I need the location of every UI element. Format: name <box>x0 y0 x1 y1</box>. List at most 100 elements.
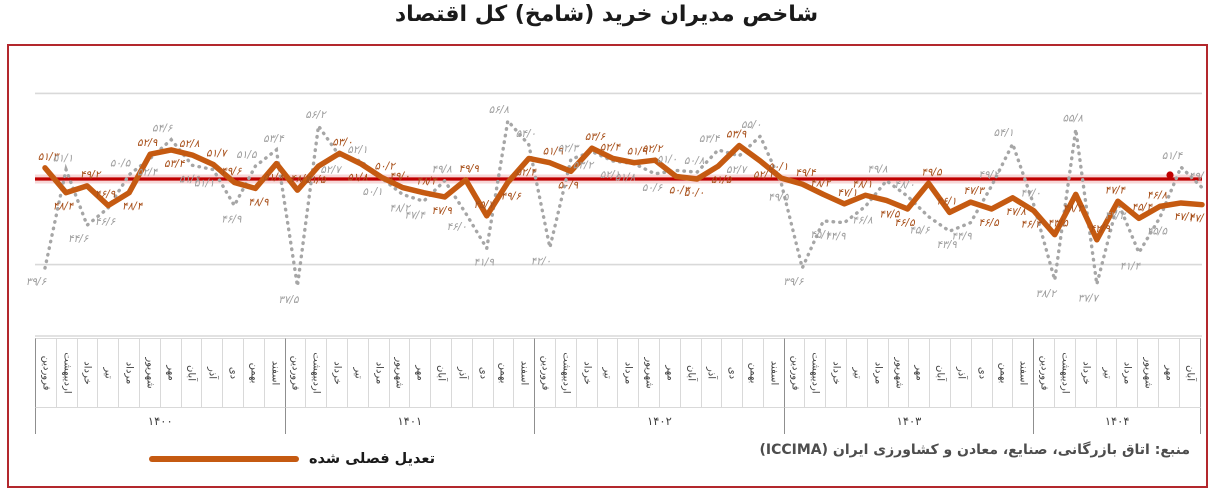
month-label-cell: مهر <box>1158 338 1179 408</box>
year-group: ۱۴۰۳ <box>785 408 1035 434</box>
month-label: مرداد <box>872 361 884 385</box>
raw-value-label: ۵۴/۰ <box>516 128 536 140</box>
year-axis: ۱۴۰۰ ۱۴۰۱ ۱۴۰۲ ۱۴۰۳ ۱۴۰۴ <box>35 408 1202 434</box>
adjusted-value-label: ۴۹/۲ <box>80 169 102 181</box>
month-label-cell: بهمن <box>492 338 514 408</box>
month-label-cell: آذر <box>450 338 472 408</box>
raw-value-label: ۳۸/۲ <box>1036 288 1058 300</box>
month-label-cell: خرداد <box>575 338 597 408</box>
month-label-cell: شهریور <box>138 338 160 408</box>
adjusted-value-label: ۴۷/۵ <box>879 208 901 220</box>
month-label: خرداد <box>81 361 93 385</box>
adjusted-value-label: ۵۲/۲ <box>642 143 664 155</box>
month-label: آذر <box>206 366 218 380</box>
page-title: شاخص مدیران خرید (شامخ) کل اقتصاد <box>394 2 819 27</box>
raw-value-label: ۴۳/۹ <box>936 239 957 251</box>
adjusted-value-label: ۵۰/۳ <box>669 184 692 196</box>
month-label-cell: شهریور <box>638 338 659 408</box>
raw-value-label: ۳۷/۷ <box>1078 292 1100 304</box>
month-label: شهریور <box>1142 357 1154 389</box>
raw-value-label: ۴۷/۰ <box>1020 188 1040 200</box>
raw-value-label: ۴۹/۵ <box>768 191 790 203</box>
month-label: شهریور <box>643 357 655 389</box>
raw-value-label: ۵۱/۵ <box>236 149 258 161</box>
month-label: آبان <box>934 365 946 381</box>
month-label: مهر <box>664 365 676 381</box>
month-label-cell: فروردین <box>35 338 56 408</box>
month-label-cell: اردیبهشت <box>55 338 77 408</box>
adjusted-value-label: ۵۲/۴ <box>600 141 622 153</box>
raw-series-dotted-line <box>43 116 1204 287</box>
month-label-cell: اسفند <box>513 338 535 408</box>
month-label: اردیبهشت <box>560 352 572 394</box>
raw-value-label: ۵۰/۱ <box>362 186 382 198</box>
adjusted-value-label: ۴۸/۱ <box>852 178 872 190</box>
month-label: بهمن <box>497 362 509 384</box>
month-label: آذر <box>705 366 717 380</box>
adjusted-value-label: ۵۱/۸ <box>347 172 368 184</box>
adjusted-value-label: ۴۷/۱ <box>837 187 857 199</box>
month-label: تیر <box>102 367 114 379</box>
month-label: مرداد <box>123 361 135 385</box>
raw-value-label: ۴۸/۰ <box>894 179 914 191</box>
raw-value-label: ۵۰/۶ <box>642 182 664 194</box>
year-group: ۱۴۰۲ <box>535 408 785 434</box>
month-axis: فروردین اردیبهشت خرداد تیر مرداد شهریور مهر آبا… <box>35 338 1201 408</box>
raw-value-label: ۵۲/۳ <box>558 142 581 154</box>
month-label-cell: دی <box>222 338 243 408</box>
reference-line-end-marker <box>1166 171 1174 179</box>
month-label-cell: مهر <box>658 338 680 408</box>
month-label-cell: تیر <box>846 338 867 408</box>
adjusted-value-label: ۵۱/۵ <box>305 174 327 186</box>
month-label: فروردین <box>1038 355 1050 391</box>
month-label: شهریور <box>893 357 905 389</box>
month-label-cell: آبان <box>1178 338 1201 408</box>
raw-value-label: ۵۶/۲ <box>305 109 327 121</box>
month-label: آبان <box>435 365 447 381</box>
month-label-cell: فروردین <box>284 338 306 408</box>
raw-value-label: ۵۲/۷ <box>726 164 748 176</box>
month-label-cell: فروردین <box>534 338 555 408</box>
adjusted-value-label: ۴۷/۰ <box>1189 213 1206 225</box>
month-label: مهر <box>414 365 426 381</box>
month-label-cell: دی <box>471 338 493 408</box>
raw-value-label: ۴۴/۶ <box>68 233 90 245</box>
month-label-cell: مرداد <box>1116 338 1138 408</box>
month-label: دی <box>477 366 489 380</box>
month-label-cell: اردیبهشت <box>554 338 576 408</box>
month-label-cell: دی <box>970 338 992 408</box>
month-label: مهر <box>165 365 177 381</box>
raw-value-label: ۴۹/۸ <box>867 164 888 176</box>
legend: تعدیل فصلی شده <box>149 444 435 474</box>
adjusted-value-label: ۵۱/۹ <box>627 146 648 158</box>
raw-value-label: ۴۵/۱ <box>810 229 830 241</box>
raw-value-label: ۵۱/۱ <box>194 178 214 190</box>
raw-value-label: ۵۰/۸ <box>684 155 705 167</box>
raw-value-label: ۵۲/۴ <box>137 166 159 178</box>
adjusted-series-swatch <box>149 456 299 462</box>
month-label-cell: مرداد <box>118 338 139 408</box>
month-label: مهر <box>913 365 925 381</box>
adjusted-value-label: ۴۶/۱ <box>936 195 956 207</box>
source-note: منبع: اتاق بازرگانی، صنایع، معادن و کشاو… <box>759 442 1190 458</box>
month-label-cell: خرداد <box>825 338 847 408</box>
month-label-cell: تیر <box>596 338 618 408</box>
month-label-cell: تیر <box>97 338 119 408</box>
month-label: اسفند <box>1017 360 1029 386</box>
adjusted-value-label: ۴۸/۴ <box>122 201 144 213</box>
adjusted-value-label: ۴۹/۹ <box>458 163 479 175</box>
month-label: بهمن <box>997 362 1009 384</box>
month-label-cell: مهر <box>409 338 431 408</box>
raw-value-label: ۵۵/۰ <box>741 119 761 131</box>
raw-value-label: ۴۷/۴ <box>404 209 426 221</box>
adjusted-value-label: ۴۷/۸ <box>1005 206 1026 218</box>
raw-value-label: ۴۶/۶ <box>95 216 117 228</box>
adjusted-value-label: ۴۹/۴ <box>795 167 817 179</box>
month-label: تیر <box>601 367 613 379</box>
month-label-cell: مهر <box>159 338 181 408</box>
month-label-cell: اردیبهشت <box>804 338 826 408</box>
adjusted-value-label: ۵۳/۶ <box>585 131 607 143</box>
month-label: فروردین <box>40 355 52 391</box>
adjusted-value-label: ۴۶/۵ <box>978 217 1000 229</box>
month-label: اردیبهشت <box>61 352 73 394</box>
